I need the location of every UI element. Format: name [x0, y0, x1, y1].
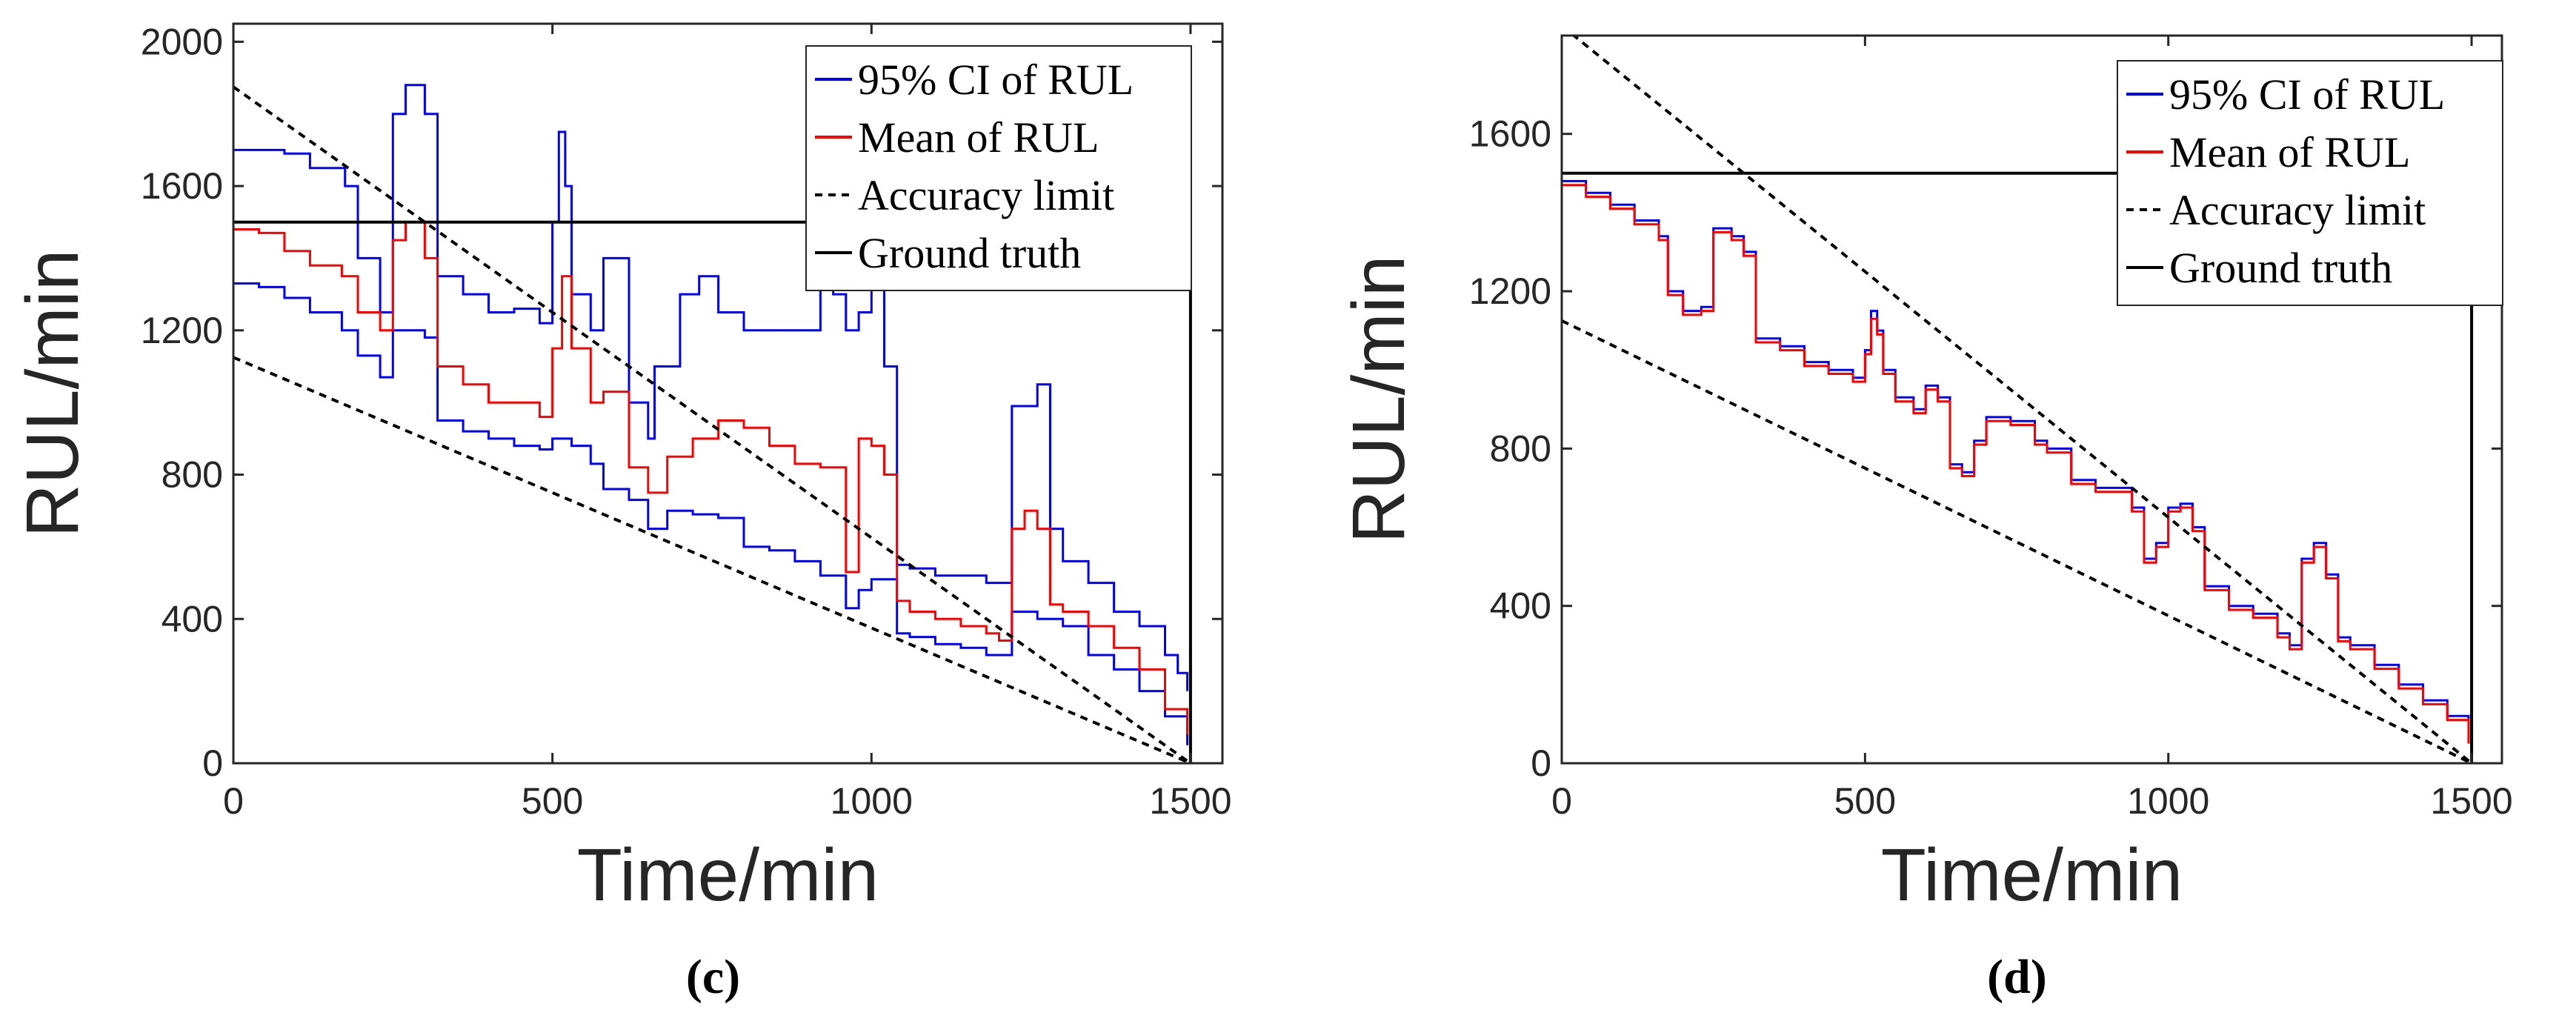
legend: 95% CI of RUL Mean of RUL Accuracy limit Gr…	[2117, 60, 2503, 306]
legend-label: Accuracy limit	[858, 171, 1114, 219]
series-line-2	[1571, 36, 2473, 763]
legend-label: 95% CI of RUL	[2169, 70, 2445, 119]
series-line-1	[1562, 184, 2470, 744]
x-axis-label: Time/min	[577, 834, 879, 917]
x-tick-label: 1000	[2127, 780, 2209, 822]
legend-label: Ground truth	[2169, 244, 2392, 292]
y-tick-label: 400	[162, 598, 223, 639]
x-axis-label: Time/min	[1881, 834, 2183, 917]
legend-label: Mean of RUL	[2169, 128, 2410, 176]
chart-caption: (c)	[686, 950, 740, 1004]
series-line-3	[1562, 319, 2472, 763]
y-tick-label: 800	[1490, 428, 1551, 469]
y-axis-label: RUL/min	[1337, 256, 1420, 544]
y-tick-label: 2000	[141, 21, 223, 62]
series-line-3	[233, 85, 1192, 763]
x-tick-label: 500	[522, 780, 583, 822]
chart-c: 0 500 1000 1500 0 400 800 1200 1600 2000 Time/min R…	[11, 21, 1232, 1004]
series-group	[233, 84, 1192, 763]
x-tick-label: 1000	[831, 780, 913, 822]
series-line-2	[233, 221, 1189, 735]
y-tick-label: 0	[202, 742, 223, 784]
y-tick-label: 1600	[1469, 113, 1551, 155]
y-tick-label: 800	[162, 454, 223, 496]
y-tick-label: 400	[1490, 585, 1551, 627]
legend: 95% CI of RUL Mean of RUL Accuracy limit Gr…	[805, 45, 1192, 291]
axes-box	[1560, 34, 2503, 765]
legend-label: Accuracy limit	[2169, 186, 2426, 234]
series-line-0	[233, 84, 1189, 691]
legend-box	[2117, 60, 2503, 306]
y-tick-label: 1600	[141, 165, 223, 207]
legend-box	[805, 45, 1192, 291]
x-tick-label: 0	[1551, 780, 1572, 822]
legend-label: 95% CI of RUL	[858, 56, 1134, 104]
y-tick-label: 1200	[1469, 270, 1551, 312]
legend-label: Mean of RUL	[858, 113, 1099, 162]
x-tick-label: 500	[1834, 780, 1896, 822]
y-axis-label: RUL/min	[11, 250, 94, 538]
y-tick-label: 0	[1531, 742, 1551, 784]
legend-label: Ground truth	[858, 229, 1081, 277]
x-tick-label: 1500	[2430, 780, 2512, 822]
y-tick-label: 1200	[141, 310, 223, 351]
axes-box	[232, 22, 1224, 765]
x-tick-label: 1500	[1149, 780, 1231, 822]
x-tick-label: 0	[223, 780, 244, 822]
chart-d: 0 500 1000 1500 0 400 800 1200 1600 Time/min RUL/m…	[1337, 34, 2513, 1004]
chart-caption: (d)	[1987, 950, 2047, 1004]
